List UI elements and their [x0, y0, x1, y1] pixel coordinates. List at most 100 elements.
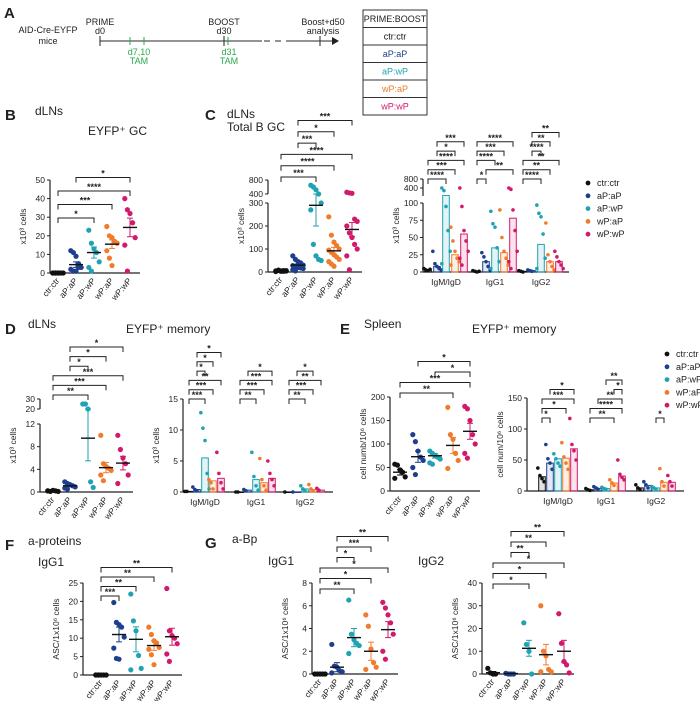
significance-bracket: [336, 546, 372, 552]
significance-bracket: [57, 190, 131, 196]
data-point: [552, 268, 556, 272]
data-point: [658, 466, 662, 471]
table-row-label: wP:aP: [381, 84, 408, 94]
y-tick-label: 50: [513, 455, 523, 465]
y-tick-label: 0: [517, 486, 522, 496]
significance-label: **: [537, 151, 545, 161]
data-point: [538, 669, 544, 675]
significance-bracket: [297, 142, 317, 149]
significance-bracket: [288, 398, 306, 404]
data-point: [420, 457, 426, 464]
significance-label: **: [610, 371, 618, 381]
data-point: [457, 259, 461, 264]
data-point: [146, 646, 152, 652]
significance-bracket: [288, 379, 322, 386]
y-tick-label: 150: [371, 416, 385, 426]
y-tick-label: 150: [508, 393, 522, 403]
significance-bracket: [100, 567, 173, 573]
table-row-label: wP:wP: [380, 102, 409, 112]
data-point: [535, 266, 539, 271]
data-point: [346, 650, 352, 657]
significance-label: ***: [436, 161, 447, 171]
panel-title: dLNs: [28, 317, 56, 331]
data-point: [445, 404, 451, 410]
panel-subtitle: Total B GC: [227, 120, 285, 134]
data-point: [620, 475, 624, 480]
data-point: [588, 488, 592, 493]
data-point: [511, 208, 515, 212]
significance-bracket: [319, 567, 389, 573]
significance-label: **: [115, 578, 123, 588]
significance-label: *: [527, 554, 531, 564]
data-point: [174, 641, 180, 647]
panel-subtitle: EYFP⁺ memory: [126, 322, 210, 336]
significance-bracket: [196, 370, 206, 377]
data-point: [111, 645, 117, 651]
significance-bracket: [188, 398, 206, 404]
significance-bracket: [100, 586, 137, 592]
data-point: [553, 249, 557, 254]
data-point: [507, 259, 511, 264]
significance-label: **: [423, 384, 431, 394]
data-point: [292, 268, 298, 274]
y-tick-label: 5: [173, 456, 178, 466]
data-point: [541, 232, 545, 236]
data-point: [98, 472, 104, 478]
data-point: [166, 628, 172, 634]
data-point: [308, 207, 314, 213]
significance-bracket: [247, 370, 273, 377]
significance-bracket: [531, 132, 560, 138]
data-point: [201, 426, 205, 430]
data-point: [572, 448, 576, 453]
data-point: [64, 486, 70, 492]
data-point: [429, 461, 435, 467]
significance-label: *: [560, 381, 564, 391]
significance-bracket: [288, 389, 314, 395]
data-point: [329, 641, 335, 648]
data-point: [437, 456, 443, 462]
significance-bracket: [589, 417, 615, 423]
significance-bracket: [436, 141, 465, 147]
data-point: [299, 484, 303, 488]
data-point: [509, 187, 513, 192]
y-tick-label: 50: [376, 463, 386, 473]
significance-label: ***: [296, 381, 307, 391]
data-point: [509, 266, 513, 271]
y-tick-label: 200: [371, 392, 385, 402]
data-point: [622, 478, 626, 482]
data-point: [552, 452, 556, 456]
panel-label: D: [5, 321, 16, 338]
significance-label: ***: [251, 371, 262, 381]
legend-label: wP:wP: [596, 229, 625, 239]
data-point: [666, 473, 670, 478]
significance-bracket: [492, 562, 565, 568]
significance-label: *: [344, 570, 348, 580]
data-point: [115, 432, 121, 438]
data-point: [258, 456, 262, 461]
data-point: [164, 585, 170, 592]
y-tick-label: 15: [69, 615, 79, 625]
data-point: [318, 200, 324, 206]
significance-label: ***: [430, 374, 441, 384]
data-point: [446, 228, 450, 233]
data-point: [132, 235, 138, 241]
y-tick-label: 30: [26, 394, 36, 404]
significance-label: *: [442, 353, 446, 363]
significance-bracket: [549, 389, 575, 395]
data-point: [500, 235, 504, 240]
data-point: [244, 488, 248, 493]
y-tick-label: 20: [468, 624, 478, 634]
data-point: [219, 480, 223, 485]
y-tick-label: 0: [380, 486, 385, 496]
y-tick-label: 0: [173, 487, 178, 497]
data-point: [154, 640, 160, 646]
significance-bracket: [280, 153, 353, 160]
significance-label: *: [616, 381, 620, 391]
significance-bracket: [541, 417, 551, 423]
legend-marker: [664, 390, 670, 395]
data-point: [540, 476, 544, 481]
data-point: [268, 471, 272, 476]
significance-bracket: [541, 398, 575, 404]
data-point: [116, 656, 122, 662]
